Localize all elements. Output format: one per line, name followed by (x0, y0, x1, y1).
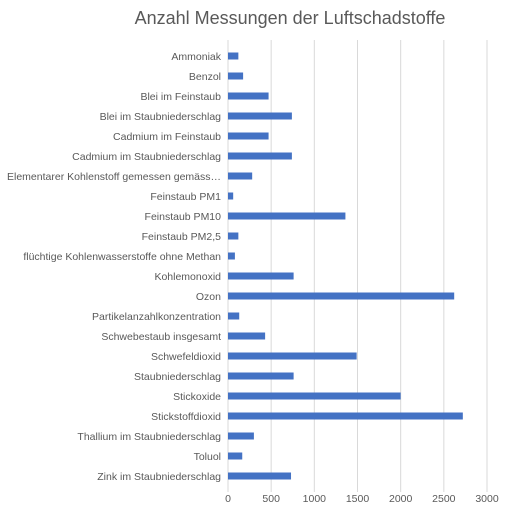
bar (228, 93, 269, 100)
bar (228, 113, 292, 120)
x-tick-label: 0 (225, 493, 231, 505)
category-label: Blei im Staubniederschlag (100, 111, 222, 123)
bar (228, 313, 239, 320)
bar (228, 73, 243, 80)
bar (228, 473, 291, 480)
category-label: Kohlemonoxid (154, 271, 221, 283)
bar (228, 53, 238, 60)
category-label: Blei im Feinstaub (140, 91, 221, 103)
bar (228, 413, 463, 420)
bar (228, 453, 242, 460)
x-tick-label: 500 (262, 493, 280, 505)
x-tick-label: 1500 (346, 493, 370, 505)
category-label: Thallium im Staubniederschlag (77, 431, 221, 443)
bar (228, 433, 254, 440)
category-label: Toluol (194, 451, 221, 463)
bar (228, 133, 269, 140)
category-label: Elementarer Kohlenstoff gemessen gemäss… (7, 171, 221, 183)
category-label: Schwefeldioxid (151, 351, 221, 363)
category-label: Staubniederschlag (134, 371, 221, 383)
x-tick-label: 2000 (389, 493, 413, 505)
bar (228, 153, 292, 160)
category-label: Partikelanzahlkonzentration (92, 311, 221, 323)
x-tick-label: 2500 (432, 493, 456, 505)
bar (228, 253, 235, 260)
category-label: Feinstaub PM2,5 (142, 231, 222, 243)
category-label: Ozon (196, 291, 221, 303)
category-label: Stickoxide (173, 391, 221, 403)
bar (228, 293, 454, 300)
category-label: Cadmium im Staubniederschlag (72, 151, 221, 163)
category-label: Feinstaub PM1 (150, 191, 221, 203)
category-label: Feinstaub PM10 (145, 211, 222, 223)
category-label: Zink im Staubniederschlag (97, 471, 221, 483)
category-label: Schwebestaub insgesamt (101, 331, 221, 343)
category-label: Ammoniak (171, 51, 221, 63)
x-tick-label: 3000 (475, 493, 499, 505)
bar (228, 393, 401, 400)
bar (228, 173, 252, 180)
bar (228, 233, 238, 240)
bar (228, 193, 233, 200)
x-tick-label: 1000 (303, 493, 327, 505)
bar (228, 213, 345, 220)
bar (228, 373, 294, 380)
bar (228, 273, 294, 280)
category-label: flüchtige Kohlenwasserstoffe ohne Methan (23, 251, 221, 263)
bar (228, 353, 357, 360)
category-label: Stickstoffdioxid (151, 411, 221, 423)
category-label: Benzol (189, 71, 221, 83)
category-label: Cadmium im Feinstaub (113, 131, 221, 143)
bar (228, 333, 265, 340)
